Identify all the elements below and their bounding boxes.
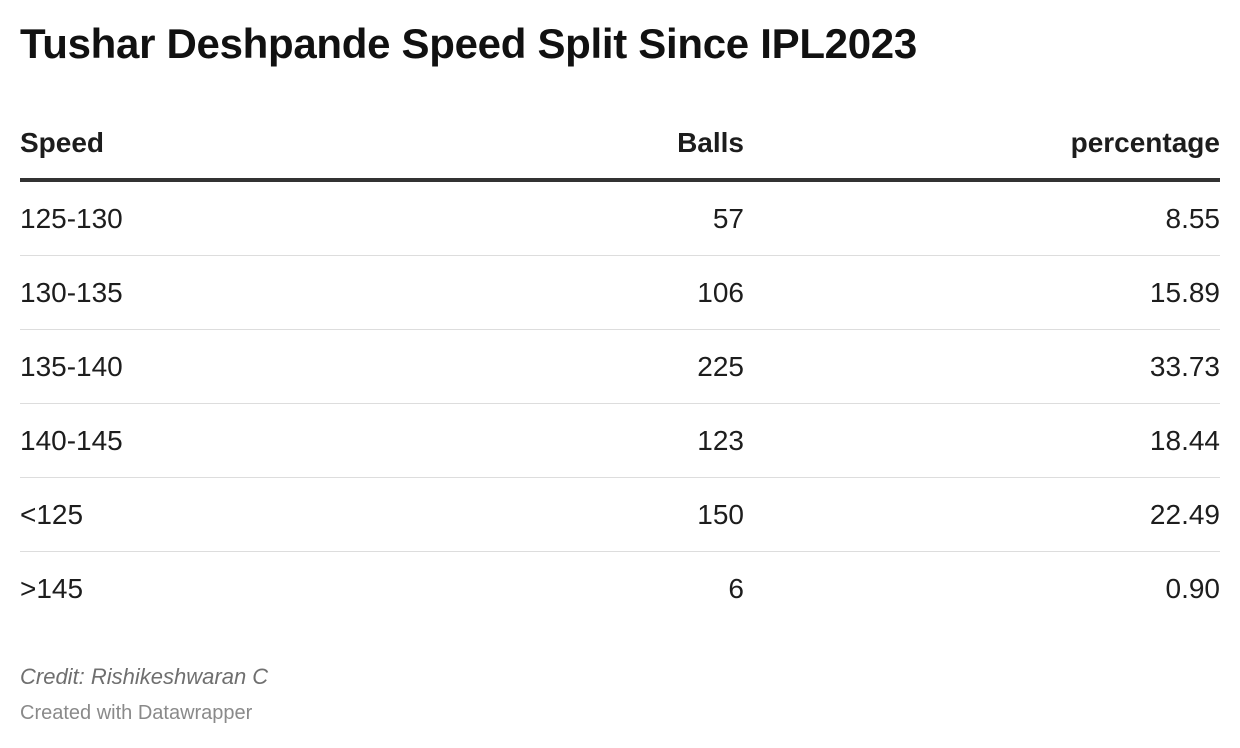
credit-text: Credit: Rishikeshwaran C	[20, 664, 269, 689]
cell-speed: 135-140	[20, 329, 440, 404]
cell-speed: 130-135	[20, 255, 440, 330]
cell-balls: 6	[728, 572, 744, 604]
cell-balls: 123	[440, 403, 744, 478]
data-table: Speed Balls percentage 125-130 57 8.55 1…	[20, 108, 1220, 625]
table-header-row: Speed Balls percentage	[20, 108, 1220, 182]
column-header-percentage: percentage	[744, 108, 1220, 182]
table-row: 140-145 123 18.44	[20, 403, 1220, 478]
column-header-speed: Speed	[20, 108, 440, 182]
cell-balls: 150	[440, 477, 744, 552]
cell-speed: <125	[20, 477, 440, 552]
table-row: 135-140 225 33.73	[20, 329, 1220, 404]
chart-title: Tushar Deshpande Speed Split Since IPL20…	[20, 20, 917, 67]
cell-percentage: 8.55	[744, 180, 1220, 256]
cell-percentage: 15.89	[744, 255, 1220, 330]
table-row: >145 6 0.90	[20, 552, 1220, 626]
cell-percentage: 33.73	[744, 329, 1220, 404]
cell-balls: 106	[440, 255, 744, 330]
cell-speed: 140-145	[20, 403, 440, 478]
column-header-balls: Balls	[440, 108, 744, 182]
cell-balls: 57	[440, 180, 744, 256]
cell-speed: >145	[20, 572, 84, 604]
cell-balls: 225	[440, 329, 744, 404]
datawrapper-attribution: Created with Datawrapper	[20, 702, 253, 724]
cell-percentage: 22.49	[744, 477, 1220, 552]
table-row: 125-130 57 8.55	[20, 180, 1220, 256]
table-row: <125 150 22.49	[20, 477, 1220, 552]
cell-percentage: 0.90	[1165, 572, 1221, 604]
cell-speed: 125-130	[20, 180, 440, 256]
table-row: 130-135 106 15.89	[20, 255, 1220, 330]
cell-percentage: 18.44	[744, 403, 1220, 478]
